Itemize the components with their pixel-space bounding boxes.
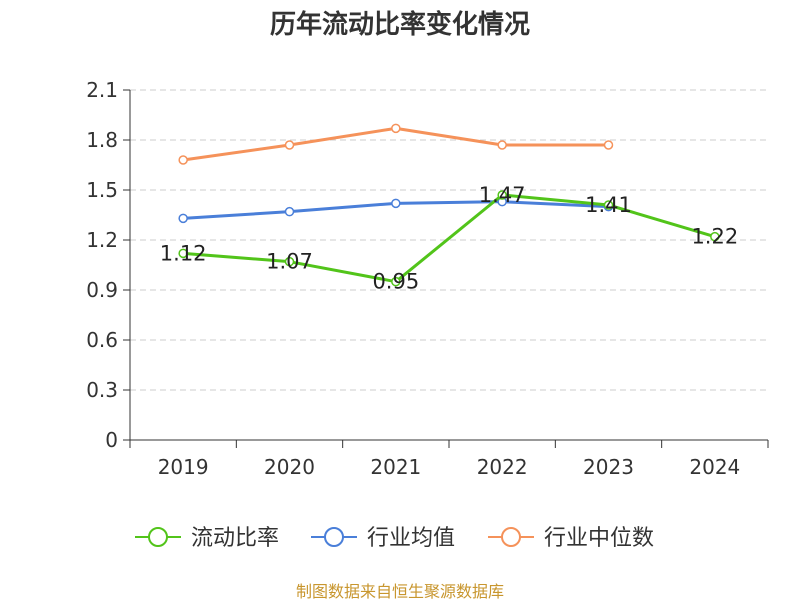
y-tick-label: 1.2 [86,228,118,252]
data-point [178,248,188,259]
data-point [178,213,188,224]
y-tick-label: 2.1 [86,78,118,102]
x-tick-label: 2024 [689,455,740,479]
data-label: 1.22 [691,225,738,249]
y-tick-label: 0 [105,428,118,452]
y-tick-label: 0.6 [86,328,118,352]
data-point [603,140,614,150]
source-note: 制图数据来自恒生聚源数据库 [295,582,504,601]
x-tick-label: 2019 [158,455,209,479]
legend-marker [324,527,344,547]
chart-title: 历年流动比率变化情况 [269,10,530,40]
x-tick-label: 2021 [370,455,421,479]
data-point [284,256,295,267]
data-point [497,190,507,200]
data-point [497,140,507,150]
data-point [391,198,401,209]
data-point [710,231,720,242]
series-line-1 [183,193,716,284]
data-label: 1.41 [585,193,632,217]
legend-marker [148,527,168,547]
y-tick-label: 0.9 [86,278,118,302]
y-tick-label: 0.3 [86,378,118,402]
x-tick-label: 2020 [264,455,315,479]
data-point [284,206,295,217]
data-point [391,123,401,134]
x-tick-label: 2023 [583,455,634,479]
data-point [284,140,295,150]
legend-label: 流动比率 [191,526,279,551]
data-label: 1.07 [266,250,313,274]
x-tick-label: 2022 [477,455,528,479]
data-point [178,155,188,165]
legend-marker [501,527,521,547]
data-label: 1.47 [479,183,526,207]
data-label: 0.95 [372,270,419,294]
data-label: 1.12 [160,241,207,265]
data-point [603,200,614,210]
legend-label: 行业均值 [367,526,455,551]
legend-label: 行业中位数 [544,526,654,551]
data-point [391,276,401,287]
y-tick-label: 1.5 [86,178,118,202]
y-tick-label: 1.8 [86,128,118,152]
